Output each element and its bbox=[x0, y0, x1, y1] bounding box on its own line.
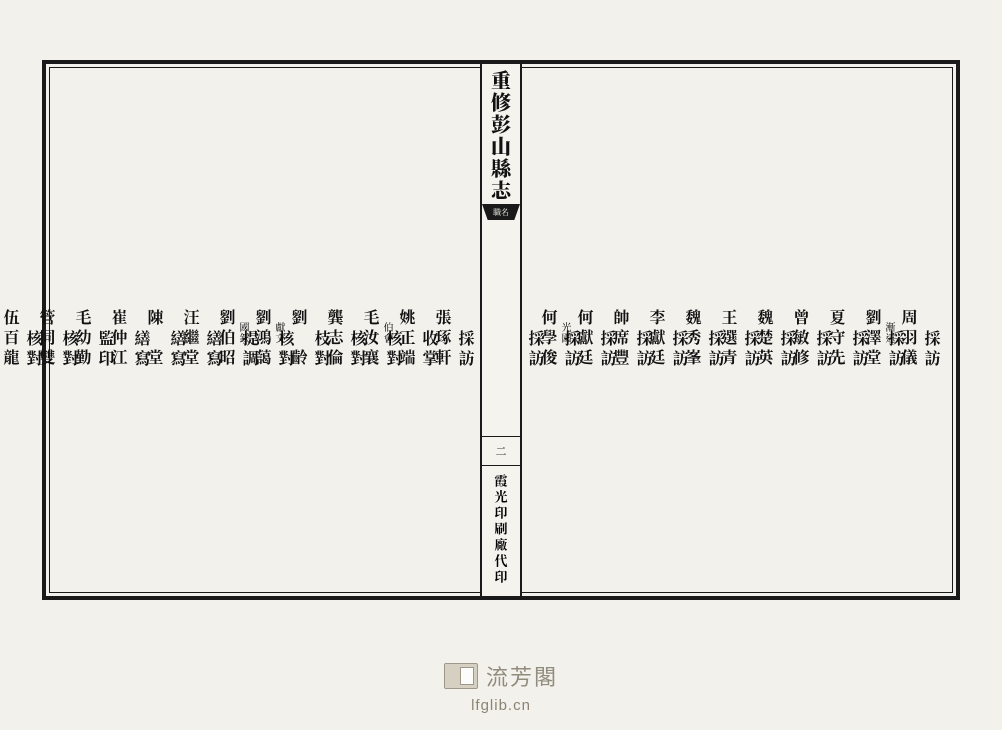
person-note: 獻文 bbox=[273, 316, 288, 344]
spine-marker-text: 職名 bbox=[493, 207, 509, 218]
person-note: 國欽 bbox=[237, 316, 252, 344]
spine-page-number: 二 bbox=[496, 437, 507, 465]
person-name: 張琢軒 bbox=[432, 291, 455, 369]
book-icon bbox=[444, 663, 478, 689]
person-name: 魏楚英 bbox=[754, 291, 777, 369]
text-column: 採訪張琢軒 bbox=[454, 72, 478, 588]
person-name: 伍百龍 bbox=[0, 291, 23, 369]
person-note: 光國 bbox=[559, 316, 574, 344]
person-name: 何學俊 bbox=[538, 291, 561, 369]
person-name: 李獻廷 bbox=[646, 291, 669, 369]
spine-title: 重修彭山縣志 bbox=[487, 64, 516, 202]
person-name: 毛汝襄 bbox=[360, 291, 383, 369]
left-page-columns: 採訪張琢軒收掌姚正端伯會核對毛汝襄核對龔志倫枝對劉 齡獻文核對劉鴻藹國欽提調劉伯… bbox=[58, 72, 478, 588]
person-name: 劉澤堂 bbox=[862, 291, 885, 369]
person-name: 夏守先 bbox=[826, 291, 849, 369]
person-name: 姚正端 bbox=[396, 291, 419, 369]
role-label: 採訪 bbox=[455, 290, 478, 370]
person-name: 何獻廷 bbox=[574, 291, 597, 369]
text-column: 採訪周羽儀漸述 bbox=[920, 72, 944, 588]
person-name: 汪繼堂 bbox=[180, 291, 203, 369]
person-name: 劉 齡 bbox=[288, 291, 311, 369]
person-note: 漸述 bbox=[883, 316, 898, 344]
person-name: 帥席豐 bbox=[610, 291, 633, 369]
person-name: 曾敏修 bbox=[790, 291, 813, 369]
person-name: 管同雙 bbox=[36, 291, 59, 369]
person-name: 王選青 bbox=[718, 291, 741, 369]
person-name: 魏秀峯 bbox=[682, 291, 705, 369]
person-name: 崔仲江 bbox=[108, 291, 131, 369]
watermark: 流芳閣 bbox=[444, 660, 558, 692]
watermark-text: 流芳閣 bbox=[486, 660, 558, 692]
person-name: 毛幼勤 bbox=[72, 291, 95, 369]
person-note: 伯會 bbox=[381, 316, 396, 344]
page-frame: 採訪周羽儀漸述採訪劉澤堂採訪夏守先採訪曾敏修採訪魏楚英採訪王選青採訪魏秀峯採訪李… bbox=[42, 60, 960, 600]
role-label: 採訪 bbox=[921, 290, 944, 370]
person-name: 劉伯昭 bbox=[216, 291, 239, 369]
watermark-url: lfglib.cn bbox=[471, 697, 531, 714]
right-page-columns: 採訪周羽儀漸述採訪劉澤堂採訪夏守先採訪曾敏修採訪魏楚英採訪王選青採訪魏秀峯採訪李… bbox=[524, 72, 944, 588]
person-name: 周羽儀 bbox=[898, 291, 921, 369]
person-name: 劉鴻藹 bbox=[252, 291, 275, 369]
book-spine: 重修彭山縣志 職名 二 霞光印刷廠代印 bbox=[480, 64, 522, 596]
spine-publisher: 霞光印刷廠代印 bbox=[492, 466, 511, 596]
person-name: 龔志倫 bbox=[324, 291, 347, 369]
spine-section-marker: 職名 bbox=[482, 204, 520, 220]
person-name: 陳 堂 bbox=[144, 291, 167, 369]
